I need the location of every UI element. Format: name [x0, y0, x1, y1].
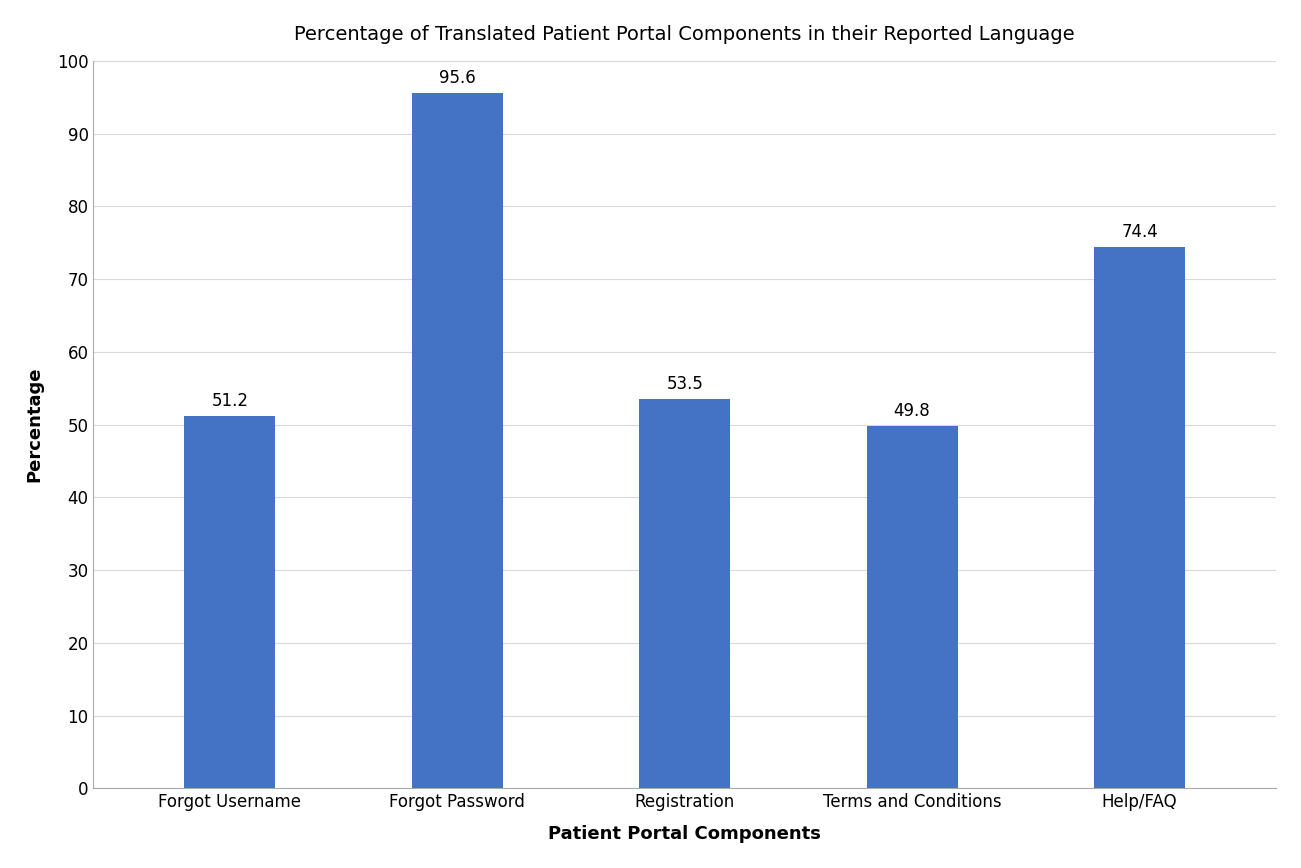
Text: 95.6: 95.6 [438, 69, 476, 87]
Title: Percentage of Translated Patient Portal Components in their Reported Language: Percentage of Translated Patient Portal … [294, 25, 1075, 44]
X-axis label: Patient Portal Components: Patient Portal Components [548, 825, 821, 843]
Bar [412, 93, 502, 788]
Text: 74.4: 74.4 [1121, 223, 1158, 241]
Bar [1094, 247, 1185, 788]
Text: 49.8: 49.8 [894, 402, 930, 420]
Bar [639, 399, 730, 788]
Text: 51.2: 51.2 [211, 392, 248, 410]
Text: 53.5: 53.5 [666, 375, 703, 393]
Y-axis label: Percentage: Percentage [25, 367, 43, 483]
Bar [866, 426, 958, 788]
Bar [185, 416, 276, 788]
